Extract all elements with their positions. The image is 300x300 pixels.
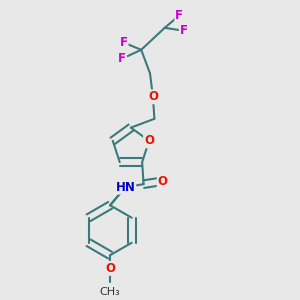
Text: F: F — [118, 52, 126, 65]
Text: F: F — [120, 36, 128, 49]
Text: F: F — [180, 24, 188, 37]
Text: O: O — [144, 134, 154, 147]
Text: O: O — [105, 262, 115, 275]
Text: HN: HN — [116, 181, 135, 194]
Text: F: F — [176, 9, 183, 22]
Text: CH₃: CH₃ — [100, 287, 121, 297]
Text: O: O — [158, 175, 168, 188]
Text: O: O — [148, 90, 158, 103]
